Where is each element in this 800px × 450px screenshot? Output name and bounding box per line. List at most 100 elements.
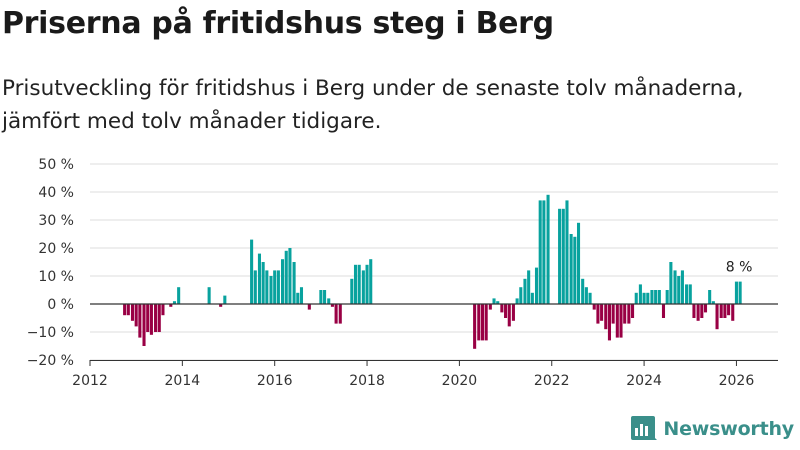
newsworthy-logo-icon — [631, 416, 658, 440]
bar — [692, 304, 696, 318]
bar — [123, 304, 127, 316]
bar — [596, 304, 600, 324]
y-tick-label: 20 % — [38, 241, 74, 257]
y-tick-label: 0 % — [47, 297, 74, 313]
x-tick-label: 2026 — [719, 373, 755, 389]
bar — [615, 304, 619, 338]
bar — [161, 304, 165, 316]
bar — [654, 290, 658, 304]
bar — [588, 292, 592, 304]
brand-name: Newsworthy — [663, 418, 794, 440]
bar — [357, 264, 361, 304]
bar — [611, 304, 615, 324]
bar — [307, 304, 311, 310]
bar — [657, 290, 661, 304]
bar — [142, 304, 146, 346]
bar — [584, 287, 588, 304]
bar — [530, 292, 534, 304]
bar — [496, 301, 500, 304]
bar — [369, 259, 373, 304]
bar — [480, 304, 485, 341]
bar — [627, 304, 631, 324]
bar — [365, 264, 369, 304]
bar — [677, 276, 681, 304]
bar — [569, 234, 573, 304]
bar — [561, 208, 565, 304]
bar — [631, 304, 635, 318]
x-tick-label: 2014 — [165, 373, 201, 389]
bar — [319, 290, 323, 304]
bar — [515, 298, 519, 304]
bar — [134, 304, 138, 327]
bar — [288, 248, 292, 304]
y-tick-label: −20 % — [27, 353, 74, 369]
bar — [546, 194, 550, 304]
bar — [646, 292, 650, 304]
bar — [126, 304, 130, 316]
bar — [257, 253, 261, 304]
chart-subtitle: Prisutveckling för fritidshus i Berg und… — [2, 76, 744, 134]
bar — [169, 304, 173, 307]
bar — [261, 262, 265, 304]
bar — [685, 284, 689, 304]
bar — [669, 262, 673, 304]
bar — [638, 284, 642, 304]
bar — [330, 304, 334, 307]
y-tick-label: 40 % — [38, 185, 74, 201]
bar — [723, 304, 727, 318]
bar — [154, 304, 158, 332]
bar — [492, 298, 496, 304]
bar — [219, 304, 223, 307]
bar — [731, 304, 735, 321]
bar — [269, 276, 273, 304]
x-tick-label: 2022 — [534, 373, 570, 389]
bar — [708, 290, 712, 304]
bar — [719, 304, 723, 318]
bar — [130, 304, 135, 321]
bar — [581, 278, 585, 304]
bar — [711, 301, 715, 304]
bar — [299, 287, 304, 304]
bar — [538, 200, 542, 304]
bar — [223, 295, 227, 304]
y-tick-label: 30 % — [38, 213, 74, 229]
bar — [323, 290, 327, 304]
bar — [727, 304, 731, 316]
bar — [642, 292, 646, 304]
bar — [688, 284, 692, 304]
bar — [738, 281, 742, 304]
bar — [276, 270, 280, 304]
x-tick-label: 2024 — [626, 373, 662, 389]
bar — [565, 200, 569, 304]
bar — [519, 287, 523, 304]
bar — [507, 304, 511, 327]
bar — [292, 262, 296, 304]
y-tick-label: 50 % — [38, 157, 74, 173]
bar — [149, 304, 153, 335]
bar — [138, 304, 142, 338]
bar — [500, 304, 504, 313]
bar — [488, 304, 492, 310]
bar — [576, 222, 581, 304]
last-value-label: 8 % — [726, 260, 753, 276]
bar — [296, 292, 300, 304]
bar — [558, 208, 562, 304]
newsworthy-brand: Newsworthy — [631, 414, 794, 444]
bar — [673, 270, 677, 304]
chart-title: Priserna på fritidshus steg i Berg — [2, 6, 554, 41]
bar — [523, 278, 527, 304]
bar — [250, 239, 254, 304]
bar — [542, 200, 546, 304]
bar — [700, 304, 704, 318]
bar — [353, 264, 358, 304]
bar-chart: −20 % −10 % 0 % 10 % 20 % 30 % 40 % 50 % 2012 201… — [27, 157, 778, 389]
bar — [504, 304, 508, 318]
bar — [665, 290, 669, 304]
bar — [177, 287, 181, 304]
bar — [253, 270, 257, 304]
x-tick-label: 2018 — [349, 373, 385, 389]
bar — [607, 304, 612, 341]
bar — [273, 270, 277, 304]
bar — [592, 304, 596, 310]
bar — [361, 270, 365, 304]
